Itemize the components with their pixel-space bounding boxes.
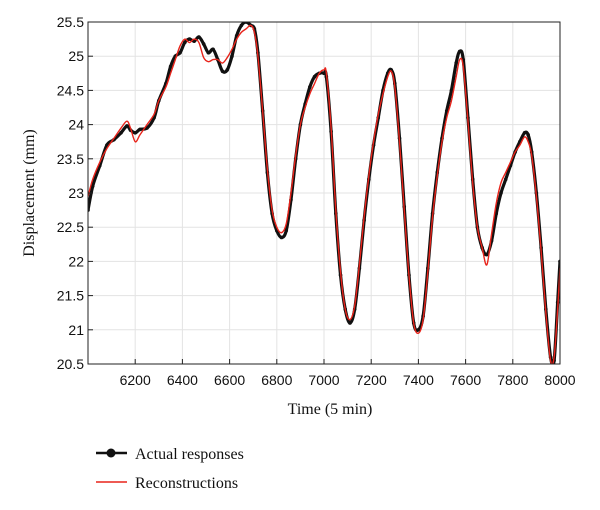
legend-label-actual: Actual responses xyxy=(135,446,244,463)
data-point xyxy=(90,184,95,188)
data-point xyxy=(308,85,312,89)
data-point xyxy=(220,69,225,74)
x-tick-label: 7200 xyxy=(356,372,387,388)
data-point xyxy=(322,71,326,76)
y-tick-label: 24.5 xyxy=(57,82,84,98)
data-point xyxy=(230,54,234,58)
data-point xyxy=(211,47,215,52)
y-tick-label: 20.5 xyxy=(57,356,84,372)
axis-ticks: 6200 6400 6600 6800 7000 7200 7400 7600 7800 8000… xyxy=(57,14,576,388)
x-tick-label: 7600 xyxy=(450,372,481,388)
data-point xyxy=(284,228,289,233)
grid xyxy=(88,22,560,364)
data-point xyxy=(457,49,462,54)
x-tick-label: 8000 xyxy=(544,372,575,388)
data-point xyxy=(187,37,192,41)
data-point xyxy=(125,124,129,128)
legend-marker-actual xyxy=(106,448,116,458)
data-point xyxy=(485,252,489,257)
data-point xyxy=(503,177,508,182)
y-tick-label: 22 xyxy=(68,253,84,269)
legend-label-reconstruction: Reconstructions xyxy=(135,475,238,492)
data-point xyxy=(168,64,173,69)
y-tick-label: 25.5 xyxy=(57,14,84,30)
y-tick-label: 25 xyxy=(68,48,84,64)
y-tick-label: 21.5 xyxy=(57,288,84,304)
data-point xyxy=(206,50,211,55)
data-point xyxy=(449,88,454,93)
data-point xyxy=(133,131,137,135)
data-point xyxy=(526,133,530,137)
y-tick-label: 22.5 xyxy=(57,219,84,235)
x-tick-label: 6200 xyxy=(120,372,151,388)
data-point xyxy=(279,235,284,240)
data-point xyxy=(312,74,317,79)
series-reconstruction xyxy=(88,24,560,364)
data-point xyxy=(239,23,244,28)
legend-item-actual: Actual responses xyxy=(96,446,244,463)
x-tick-label: 7000 xyxy=(308,372,339,388)
data-point xyxy=(119,131,123,135)
data-point xyxy=(182,40,187,45)
y-tick-label: 21 xyxy=(68,322,84,338)
x-tick-label: 6600 xyxy=(214,372,245,388)
data-point xyxy=(201,42,206,46)
data-point xyxy=(416,328,421,332)
data-point xyxy=(225,68,230,72)
data-point xyxy=(197,35,201,39)
legend: Actual responses Reconstructions xyxy=(96,446,244,492)
data-point xyxy=(178,50,182,55)
data-point xyxy=(138,127,142,132)
data-point xyxy=(348,321,352,325)
x-tick-label: 7800 xyxy=(497,372,528,388)
y-tick-label: 23.5 xyxy=(57,151,84,167)
legend-item-reconstruction: Reconstructions xyxy=(96,475,238,492)
x-tick-label: 7400 xyxy=(403,372,434,388)
y-tick-label: 23 xyxy=(68,185,84,201)
data-point xyxy=(499,191,503,195)
x-tick-label: 6400 xyxy=(167,372,198,388)
x-tick-label: 6800 xyxy=(261,372,292,388)
x-axis-label: Time (5 min) xyxy=(288,401,373,418)
y-tick-label: 24 xyxy=(68,117,84,133)
series-line xyxy=(88,24,560,364)
data-point xyxy=(454,61,458,65)
plot-area xyxy=(88,22,560,364)
y-axis-label: Displacement (mm) xyxy=(21,129,38,257)
data-point xyxy=(522,131,527,135)
